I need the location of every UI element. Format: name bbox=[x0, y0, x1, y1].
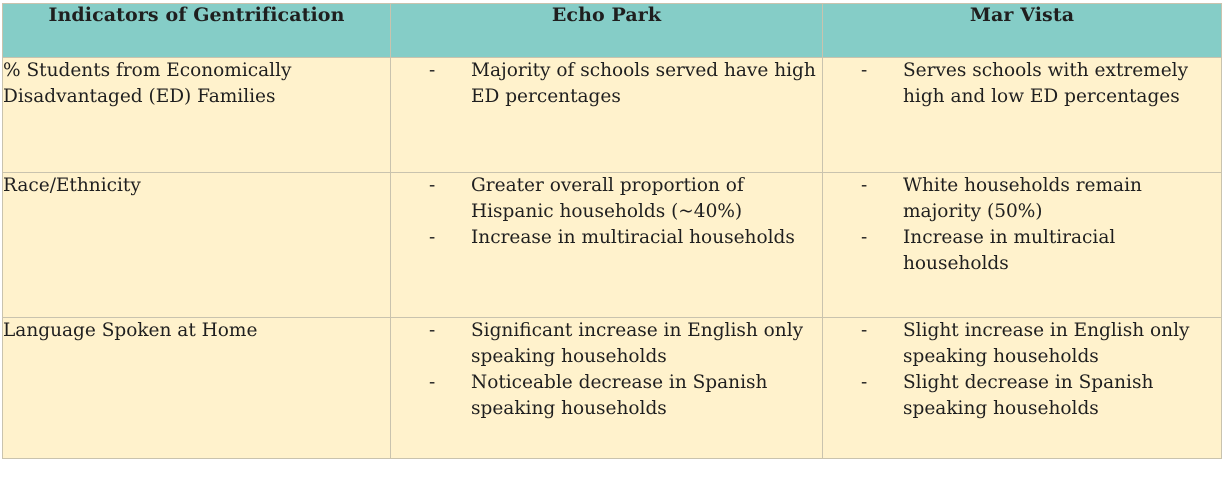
bullet-dash: - bbox=[861, 175, 868, 196]
bullet-list: - Significant increase in English only sp… bbox=[391, 318, 822, 422]
echo-park-cell: - Majority of schools served have high ED… bbox=[390, 57, 823, 173]
indicator-cell: Language Spoken at Home bbox=[2, 317, 391, 459]
header-indicators: Indicators of Gentrification bbox=[2, 3, 391, 58]
bullet-dash: - bbox=[861, 60, 868, 81]
mar-vista-cell: - White households remain majority (50%) … bbox=[822, 172, 1222, 318]
bullet-dash: - bbox=[861, 227, 868, 248]
header-mar-vista: Mar Vista bbox=[822, 3, 1222, 58]
bullet-text: Slight decrease in Spanish speaking hous… bbox=[903, 372, 1154, 419]
bullet-text: Noticeable decrease in Spanish speaking … bbox=[471, 372, 768, 419]
bullet-text: Significant increase in English only spe… bbox=[471, 320, 804, 367]
bullet-list: - White households remain majority (50%) … bbox=[823, 173, 1221, 277]
bullet-dash: - bbox=[429, 320, 436, 341]
bullet-dash: - bbox=[861, 372, 868, 393]
mar-vista-cell: - Serves schools with extremely high and … bbox=[822, 57, 1222, 173]
header-row: Indicators of Gentrification Echo Park M… bbox=[2, 3, 1222, 58]
header-echo-park: Echo Park bbox=[390, 3, 823, 58]
list-item: - Serves schools with extremely high and … bbox=[823, 58, 1221, 110]
mar-vista-cell: - Slight increase in English only speakin… bbox=[822, 317, 1222, 459]
bullet-list: - Serves schools with extremely high and … bbox=[823, 58, 1221, 110]
bullet-text: Majority of schools served have high ED … bbox=[471, 60, 816, 107]
list-item: - Significant increase in English only sp… bbox=[391, 318, 822, 370]
bullet-list: - Greater overall proportion of Hispanic … bbox=[391, 173, 822, 251]
table-row: Language Spoken at Home - Significant inc… bbox=[2, 317, 1222, 459]
list-item: - Increase in multiracial households bbox=[823, 225, 1221, 277]
bullet-dash: - bbox=[861, 320, 868, 341]
bullet-text: White households remain majority (50%) bbox=[903, 175, 1142, 222]
bullet-text: Increase in multiracial households bbox=[903, 227, 1116, 274]
indicator-cell: Race/Ethnicity bbox=[2, 172, 391, 318]
list-item: - Increase in multiracial households bbox=[391, 225, 822, 251]
bullet-list: - Majority of schools served have high ED… bbox=[391, 58, 822, 110]
bullet-text: Greater overall proportion of Hispanic h… bbox=[471, 175, 744, 222]
echo-park-cell: - Significant increase in English only sp… bbox=[390, 317, 823, 459]
bullet-dash: - bbox=[429, 372, 436, 393]
list-item: - Noticeable decrease in Spanish speaking… bbox=[391, 370, 822, 422]
bullet-text: Increase in multiracial households bbox=[471, 227, 795, 248]
echo-park-cell: - Greater overall proportion of Hispanic … bbox=[390, 172, 823, 318]
bullet-text: Slight increase in English only speaking… bbox=[903, 320, 1190, 367]
bullet-text: Serves schools with extremely high and l… bbox=[903, 60, 1189, 107]
gentrification-table: Indicators of Gentrification Echo Park M… bbox=[2, 3, 1222, 459]
table-row: % Students from Economically Disadvantag… bbox=[2, 57, 1222, 173]
list-item: - Slight increase in English only speakin… bbox=[823, 318, 1221, 370]
list-item: - Majority of schools served have high ED… bbox=[391, 58, 822, 110]
list-item: - White households remain majority (50%) bbox=[823, 173, 1221, 225]
list-item: - Greater overall proportion of Hispanic … bbox=[391, 173, 822, 225]
list-item: - Slight decrease in Spanish speaking hou… bbox=[823, 370, 1221, 422]
bullet-list: - Slight increase in English only speakin… bbox=[823, 318, 1221, 422]
bullet-dash: - bbox=[429, 227, 436, 248]
bullet-dash: - bbox=[429, 175, 436, 196]
indicator-cell: % Students from Economically Disadvantag… bbox=[2, 57, 391, 173]
bullet-dash: - bbox=[429, 60, 436, 81]
table-row: Race/Ethnicity - Greater overall proporti… bbox=[2, 172, 1222, 318]
